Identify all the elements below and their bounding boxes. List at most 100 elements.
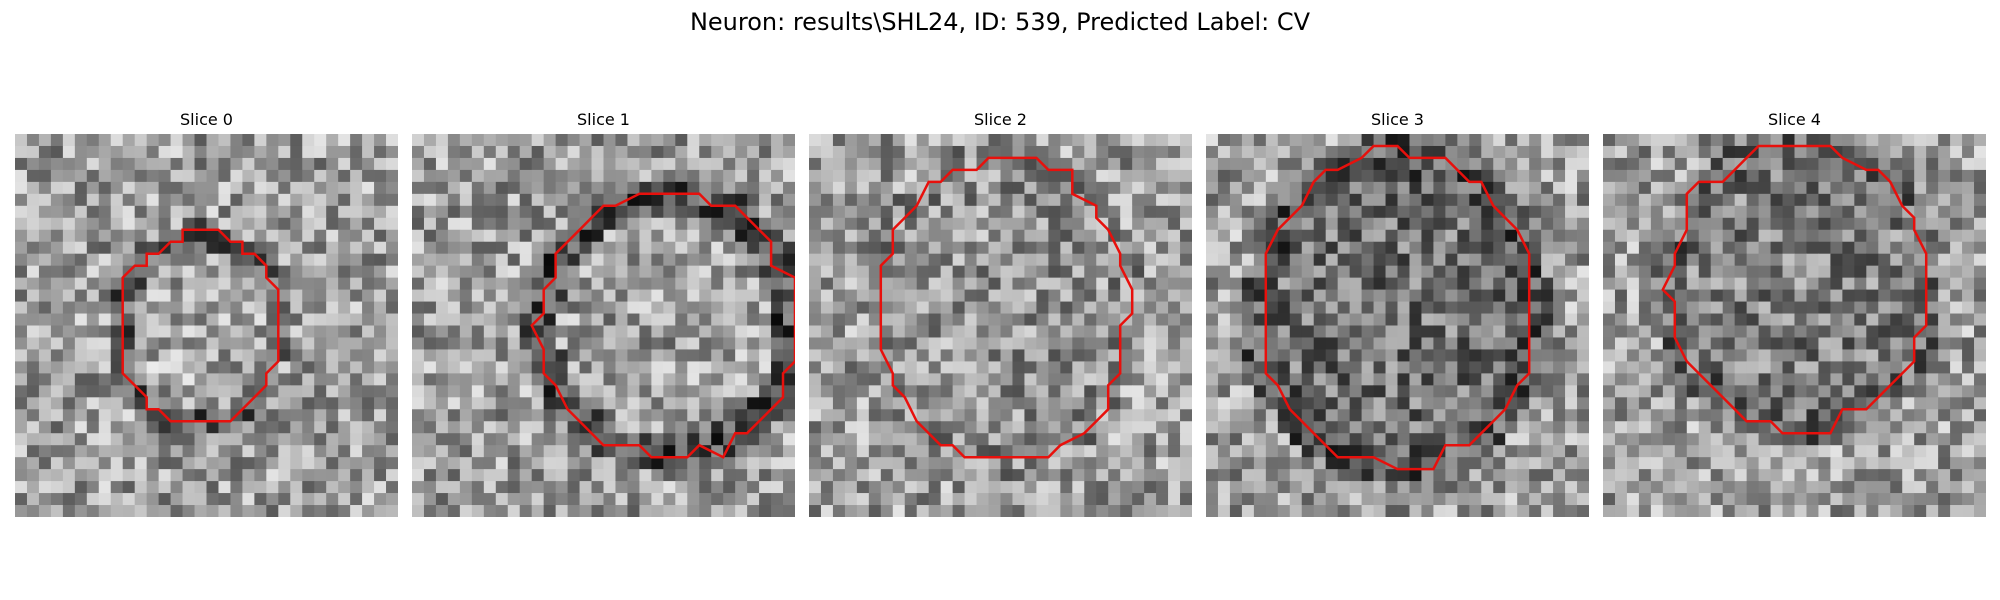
pixel (723, 337, 736, 350)
pixel (278, 157, 291, 171)
pixel (1686, 301, 1700, 314)
pixel (747, 253, 760, 267)
pixel (952, 493, 965, 506)
pixel (1048, 217, 1061, 231)
pixel (1421, 421, 1434, 434)
pixel (471, 277, 485, 290)
pixel (1878, 217, 1891, 231)
pixel (1505, 253, 1518, 267)
pixel (1866, 229, 1879, 243)
pixel (1782, 181, 1795, 195)
pixel (783, 301, 795, 314)
pixel (663, 397, 676, 410)
pixel (158, 505, 171, 517)
pixel (1926, 313, 1939, 326)
pixel (278, 181, 291, 195)
pixel (663, 301, 676, 314)
pixel (675, 361, 688, 374)
pixel (1938, 265, 1951, 279)
pixel (1206, 505, 1219, 517)
pixel (1722, 217, 1736, 231)
pixel (1974, 205, 1986, 219)
pixel (1529, 157, 1542, 171)
pixel (459, 265, 473, 279)
pixel (964, 505, 977, 517)
pixel (74, 325, 88, 338)
pixel (964, 385, 977, 398)
pixel (1902, 421, 1915, 434)
pixel (326, 169, 339, 183)
pixel (904, 277, 918, 290)
pixel (723, 505, 736, 517)
pixel (158, 397, 171, 410)
pixel (134, 145, 148, 159)
pixel (555, 253, 568, 267)
pixel (699, 301, 712, 314)
pixel (904, 241, 918, 255)
pixel (1950, 409, 1963, 422)
pixel (1794, 217, 1807, 231)
pixel (1036, 457, 1049, 470)
pixel (832, 469, 846, 482)
pixel (1024, 457, 1037, 470)
pixel (1108, 349, 1121, 362)
pixel (338, 205, 351, 219)
pixel (1626, 134, 1640, 147)
pixel (110, 265, 124, 279)
pixel (663, 469, 676, 482)
pixel (1180, 145, 1192, 159)
pixel (892, 145, 906, 159)
pixel (1914, 181, 1927, 195)
pixel (1950, 337, 1963, 350)
pixel (122, 481, 136, 494)
pixel (1096, 325, 1109, 338)
pixel (1277, 289, 1291, 302)
pixel (110, 385, 124, 398)
pixel (1493, 157, 1506, 171)
pixel (844, 301, 858, 314)
pixel (1060, 457, 1073, 470)
pixel (567, 445, 580, 458)
pixel (278, 433, 291, 446)
pixel (1541, 205, 1554, 219)
pixel (832, 421, 846, 434)
pixel (615, 265, 628, 279)
pixel (1734, 181, 1748, 195)
pixel (735, 277, 748, 290)
pixel (1698, 181, 1712, 195)
pixel (1493, 469, 1506, 482)
pixel (1421, 445, 1434, 458)
pixel (783, 481, 795, 494)
pixel (868, 134, 882, 147)
pixel (134, 157, 148, 171)
pixel (1457, 409, 1470, 422)
pixel (1842, 277, 1855, 290)
pixel (1206, 301, 1219, 314)
pixel (1722, 253, 1736, 267)
pixel (350, 229, 363, 243)
pixel (146, 385, 160, 398)
pixel (1469, 134, 1482, 147)
pixel (892, 433, 906, 446)
pixel (146, 433, 160, 446)
pixel (1132, 205, 1145, 219)
pixel (362, 421, 375, 434)
pixel (1493, 253, 1506, 267)
pixel (1842, 193, 1855, 207)
pixel (122, 421, 136, 434)
pixel (579, 325, 592, 338)
pixel (1950, 205, 1963, 219)
pixel (916, 325, 930, 338)
pixel (242, 349, 255, 362)
pixel (266, 409, 279, 422)
pixel (1361, 205, 1374, 219)
pixel (1806, 325, 1819, 338)
pixel (386, 134, 398, 147)
pixel (206, 134, 219, 147)
pixel (110, 313, 124, 326)
pixel (1734, 385, 1748, 398)
pixel (74, 205, 88, 219)
pixel (1313, 313, 1327, 326)
pixel (1505, 181, 1518, 195)
pixel (62, 229, 76, 243)
